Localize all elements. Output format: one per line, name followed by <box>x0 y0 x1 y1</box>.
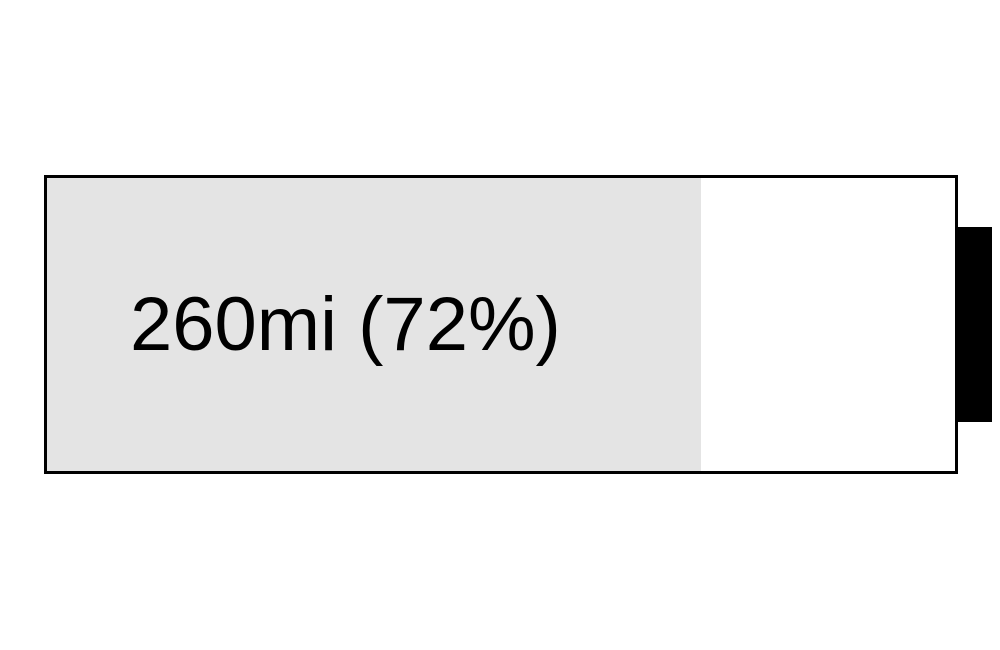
battery-charge-fill <box>47 178 701 471</box>
battery-charge-label: 260mi (72%) <box>130 282 561 367</box>
battery-terminal <box>955 227 992 422</box>
battery-body: 260mi (72%) <box>44 175 958 474</box>
